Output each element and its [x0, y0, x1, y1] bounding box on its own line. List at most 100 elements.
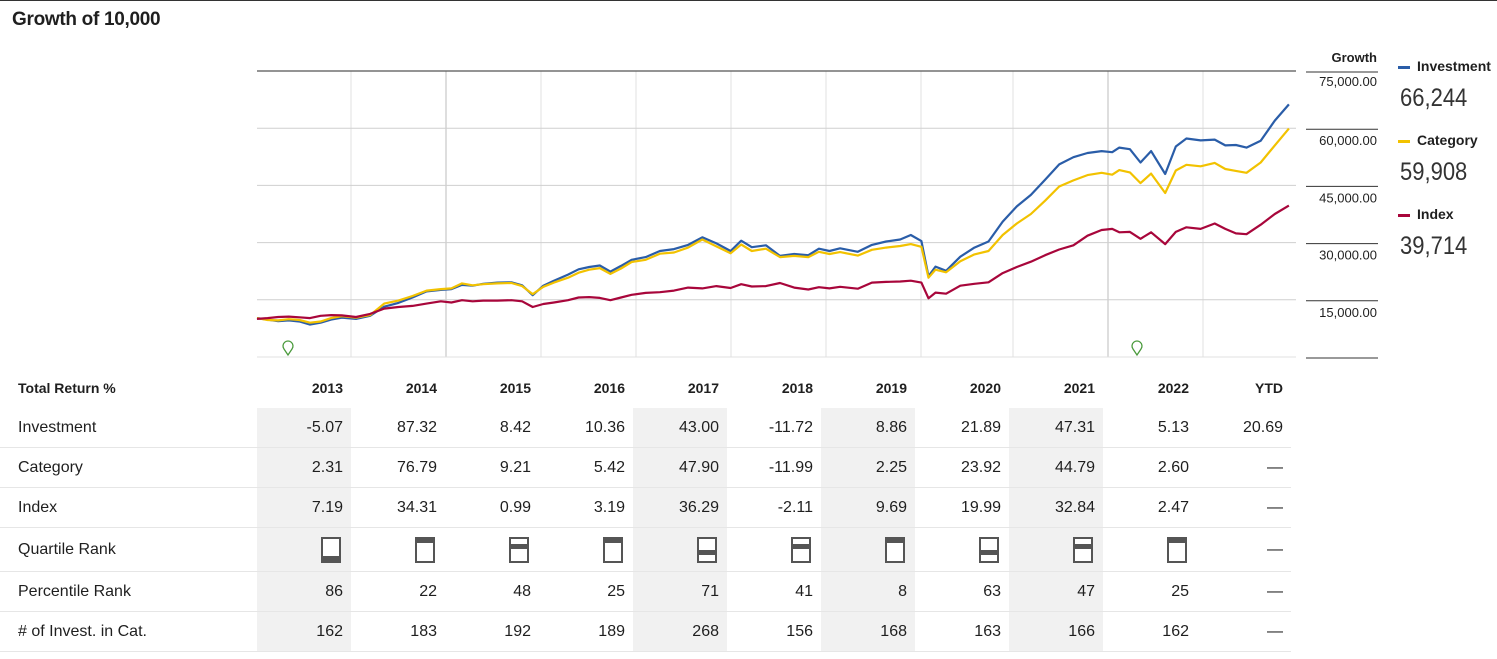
year-header: 2018 — [781, 380, 813, 396]
value-cell: -11.99 — [727, 447, 821, 488]
series-line-investment — [256, 103, 1290, 326]
quartile-rank-icon — [509, 536, 529, 563]
year-header: 2019 — [875, 380, 907, 396]
quartile-rank-icon — [697, 536, 717, 563]
value-cell: 25 — [1103, 571, 1197, 612]
row-label: Percentile Rank — [0, 571, 257, 612]
y-tick-label: 0.00 — [1352, 362, 1377, 365]
value-cell: -11.72 — [727, 408, 821, 448]
table-row: Percentile Rank 86 22 48 25 71 41 8 63 47 25— — [0, 571, 1291, 612]
quartile-cell — [1009, 527, 1103, 572]
value-cell: 9.69 — [821, 487, 915, 528]
year-header: 2022 — [1157, 380, 1189, 396]
value-cell: 3.19 — [539, 487, 633, 528]
value-cell: 47.90 — [633, 447, 727, 488]
value-cell: 162 — [1103, 611, 1197, 652]
y-tick-label: 45,000.00 — [1319, 190, 1377, 205]
quartile-rank-icon — [603, 536, 623, 563]
value-cell: 2.31 — [257, 447, 351, 488]
quartile-cell — [915, 527, 1009, 572]
table-row: Category 2.31 76.79 9.21 5.42 47.90 -11.99 2.25… — [0, 447, 1291, 488]
value-cell: 5.42 — [539, 447, 633, 488]
table-header-label: Total Return % — [18, 380, 116, 396]
value-cell: 71 — [633, 571, 727, 612]
investment-swatch — [1398, 66, 1410, 69]
year-header: 2014 — [405, 380, 437, 396]
value-cell: 192 — [445, 611, 539, 652]
quartile-rank-icon — [1073, 536, 1093, 563]
legend-item-index[interactable]: Index 39,714 — [1398, 204, 1493, 278]
value-cell: 8.86 — [821, 408, 915, 448]
year-header: 2020 — [969, 380, 1001, 396]
table-row-quartile: Quartile Rank — — [0, 527, 1291, 572]
quartile-cell — [257, 527, 351, 572]
legend-item-investment[interactable]: Investment 66,244 — [1398, 56, 1493, 130]
value-cell: 156 — [727, 611, 821, 652]
year-header: YTD — [1255, 380, 1283, 396]
y-tick-label: 60,000.00 — [1319, 133, 1377, 148]
quartile-rank-icon — [321, 536, 341, 563]
index-swatch — [1398, 214, 1410, 217]
value-cell: 162 — [257, 611, 351, 652]
growth-chart[interactable]: Growth 75,000.00 60,000.00 45,000.00 30,000.… — [0, 0, 1497, 365]
value-cell: 166 — [1009, 611, 1103, 652]
value-cell: 21.89 — [915, 408, 1009, 448]
value-cell: 25 — [539, 571, 633, 612]
value-cell: 20.69 — [1197, 408, 1291, 448]
year-header: 2013 — [311, 380, 343, 396]
series-line-category — [256, 127, 1290, 324]
value-cell: 32.84 — [1009, 487, 1103, 528]
table-row: Index 7.19 34.31 0.99 3.19 36.29 -2.11 9.69 19.9… — [0, 487, 1291, 528]
legend: Investment 66,244 Category 59,908 Index … — [1398, 56, 1493, 278]
value-cell: — — [1197, 611, 1291, 652]
quartile-rank-icon — [885, 536, 905, 563]
value-cell: 183 — [351, 611, 445, 652]
legend-value: 66,244 — [1400, 84, 1468, 112]
quartile-cell — [633, 527, 727, 572]
value-cell: 76.79 — [351, 447, 445, 488]
legend-item-category[interactable]: Category 59,908 — [1398, 130, 1493, 204]
row-label: # of Invest. in Cat. — [0, 611, 257, 652]
table-row: # of Invest. in Cat. 162 183 192 189 268 156 16… — [0, 611, 1291, 652]
value-cell: 87.32 — [351, 408, 445, 448]
row-label: Quartile Rank — [0, 527, 257, 572]
table-row: Investment -5.07 87.32 8.42 10.36 43.00 -11.72… — [0, 408, 1291, 448]
series-line-index — [256, 204, 1290, 320]
value-cell: 47 — [1009, 571, 1103, 612]
quartile-cell — [821, 527, 915, 572]
value-cell: -2.11 — [727, 487, 821, 528]
quartile-cell — [1103, 527, 1197, 572]
value-cell: 2.47 — [1103, 487, 1197, 528]
quartile-rank-icon — [979, 536, 999, 563]
value-cell: 268 — [633, 611, 727, 652]
chart-title: Growth of 10,000 — [12, 9, 161, 30]
value-cell: 163 — [915, 611, 1009, 652]
year-header: 2017 — [687, 380, 719, 396]
legend-label: Category — [1417, 132, 1478, 148]
value-cell: 5.13 — [1103, 408, 1197, 448]
value-cell: -5.07 — [257, 408, 351, 448]
value-cell: 44.79 — [1009, 447, 1103, 488]
value-cell: — — [1197, 487, 1291, 528]
value-cell: 10.36 — [539, 408, 633, 448]
y-axis-title: Growth — [1332, 50, 1378, 65]
quartile-rank-icon — [415, 536, 435, 563]
row-label: Index — [0, 487, 257, 528]
value-cell: 43.00 — [633, 408, 727, 448]
quartile-rank-icon — [1167, 536, 1187, 563]
year-header: 2015 — [499, 380, 531, 396]
value-cell: 8 — [821, 571, 915, 612]
year-header: 2021 — [1063, 380, 1095, 396]
quartile-rank-icon — [791, 536, 811, 563]
quartile-cell — [351, 527, 445, 572]
value-cell: 19.99 — [915, 487, 1009, 528]
value-cell: 2.60 — [1103, 447, 1197, 488]
y-tick-label: 30,000.00 — [1319, 248, 1377, 263]
value-cell: 0.99 — [445, 487, 539, 528]
returns-table: Total Return % 2013 2014 2015 2016 2017 2018 20… — [0, 368, 1291, 652]
value-cell: 168 — [821, 611, 915, 652]
event-marker-icon — [1131, 340, 1143, 357]
row-label: Category — [0, 447, 257, 488]
value-cell: 9.21 — [445, 447, 539, 488]
value-cell: 48 — [445, 571, 539, 612]
